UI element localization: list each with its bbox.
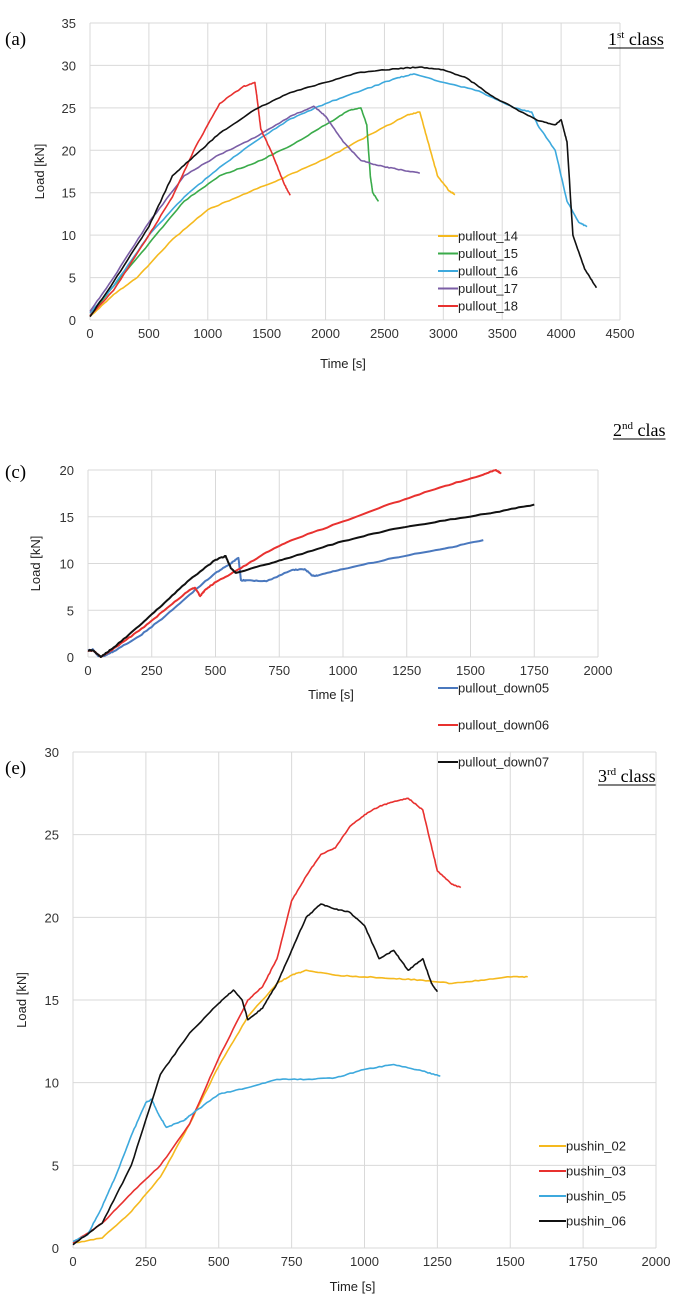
- legend-entry: pullout_14: [458, 229, 518, 244]
- legend-entry: pushin_03: [566, 1164, 626, 1179]
- y-tick-label: 20: [62, 143, 76, 158]
- y-axis-label: Load [kN]: [32, 144, 47, 200]
- legend-entry: pullout_18: [458, 299, 518, 314]
- x-tick-label: 1500: [252, 326, 281, 341]
- legend-entry: pullout_15: [458, 246, 518, 261]
- legend-entry: pullout_17: [458, 281, 518, 296]
- y-tick-label: 20: [45, 910, 59, 925]
- panel-label: (e): [5, 758, 26, 779]
- x-tick-label: 2000: [642, 1254, 671, 1269]
- x-axis-label: Time [s]: [320, 356, 366, 371]
- y-tick-label: 35: [62, 16, 76, 31]
- x-tick-label: 4500: [606, 326, 635, 341]
- x-tick-label: 4000: [547, 326, 576, 341]
- x-tick-label: 500: [205, 663, 227, 678]
- series-line-unlabeled: [89, 66, 598, 318]
- x-tick-label: 750: [268, 663, 290, 678]
- legend-entry: pushin_06: [566, 1214, 626, 1229]
- x-tick-label: 0: [86, 326, 93, 341]
- legend-entry: pullout_down05: [458, 681, 549, 696]
- y-tick-label: 25: [62, 101, 76, 116]
- x-tick-label: 750: [281, 1254, 303, 1269]
- y-tick-label: 25: [45, 828, 59, 843]
- chart-panel-2: 0 250 500 750 1000 1250 1500 1750 2000 0 5 10 15 20 Ti…: [5, 420, 666, 770]
- x-tick-label: 0: [69, 1254, 76, 1269]
- class-label: 1st class: [608, 29, 664, 49]
- y-axis-label: Load [kN]: [14, 972, 29, 1028]
- series-line-pushin_02: [72, 969, 528, 1244]
- y-axis-label: Load [kN]: [28, 536, 43, 592]
- y-tick-label: 15: [62, 186, 76, 201]
- series-line-pullout_15: [89, 107, 380, 317]
- y-tick-label: 30: [45, 745, 59, 760]
- x-tick-label: 1500: [496, 1254, 525, 1269]
- panel-label: (c): [5, 462, 26, 483]
- series-line-pullout_16: [89, 73, 588, 314]
- series-line-pullout_14: [89, 111, 456, 318]
- chart-panel-3: 0 250 500 750 1000 1250 1500 1750 2000 0 5 10 15 20 25…: [5, 745, 670, 1294]
- legend-entry: pullout_down07: [458, 755, 549, 770]
- y-tick-label: 10: [60, 557, 74, 572]
- y-tick-label: 15: [60, 510, 74, 525]
- x-tick-label: 3500: [488, 326, 517, 341]
- series-line-pullout_18: [89, 81, 291, 317]
- y-tick-label: 0: [67, 650, 74, 665]
- panel-label: (a): [5, 29, 26, 50]
- y-tick-label: 20: [60, 463, 74, 478]
- y-tick-label: 0: [69, 313, 76, 328]
- class-label: 2nd clas: [613, 420, 665, 440]
- legend-entry: pushin_02: [566, 1139, 626, 1154]
- series-line-pullout_down07: [87, 503, 535, 658]
- legend-entry: pullout_16: [458, 264, 518, 279]
- x-tick-label: 2500: [370, 326, 399, 341]
- x-axis-label: Time [s]: [308, 687, 354, 702]
- series-line-pullout_17: [89, 105, 421, 312]
- y-tick-label: 5: [67, 603, 74, 618]
- x-tick-label: 1000: [329, 663, 358, 678]
- y-tick-label: 5: [52, 1158, 59, 1173]
- y-tick-label: 5: [69, 271, 76, 286]
- legend-entry: pullout_down06: [458, 718, 549, 733]
- x-tick-label: 2000: [311, 326, 340, 341]
- x-axis-label: Time [s]: [330, 1279, 376, 1294]
- series-line-pushin_05: [72, 1063, 441, 1243]
- x-tick-label: 1750: [569, 1254, 598, 1269]
- y-tick-label: 10: [62, 228, 76, 243]
- x-tick-label: 1000: [193, 326, 222, 341]
- legend-entry: pushin_05: [566, 1189, 626, 1204]
- y-tick-label: 0: [52, 1241, 59, 1256]
- x-tick-label: 1250: [392, 663, 421, 678]
- x-tick-label: 1500: [456, 663, 485, 678]
- x-tick-label: 500: [208, 1254, 230, 1269]
- series-line-pushin_03: [72, 797, 462, 1244]
- series-line-pullout_down05: [87, 539, 484, 658]
- x-tick-label: 250: [141, 663, 163, 678]
- class-label: 3rd class: [598, 766, 656, 786]
- x-tick-label: 0: [84, 663, 91, 678]
- y-tick-label: 15: [45, 993, 59, 1008]
- series-line-pushin_06: [72, 903, 439, 1246]
- x-tick-label: 250: [135, 1254, 157, 1269]
- x-tick-label: 500: [138, 326, 160, 341]
- chart-panel-1: 0 500 1000 1500 2000 2500 3000 3500 4000 4500 0 5 10…: [5, 16, 664, 371]
- y-tick-label: 30: [62, 58, 76, 73]
- x-tick-label: 2000: [584, 663, 613, 678]
- series-line-pullout_down06: [87, 469, 502, 658]
- x-tick-label: 3000: [429, 326, 458, 341]
- x-tick-label: 1250: [423, 1254, 452, 1269]
- x-tick-label: 1000: [350, 1254, 379, 1269]
- x-tick-label: 1750: [520, 663, 549, 678]
- y-tick-label: 10: [45, 1076, 59, 1091]
